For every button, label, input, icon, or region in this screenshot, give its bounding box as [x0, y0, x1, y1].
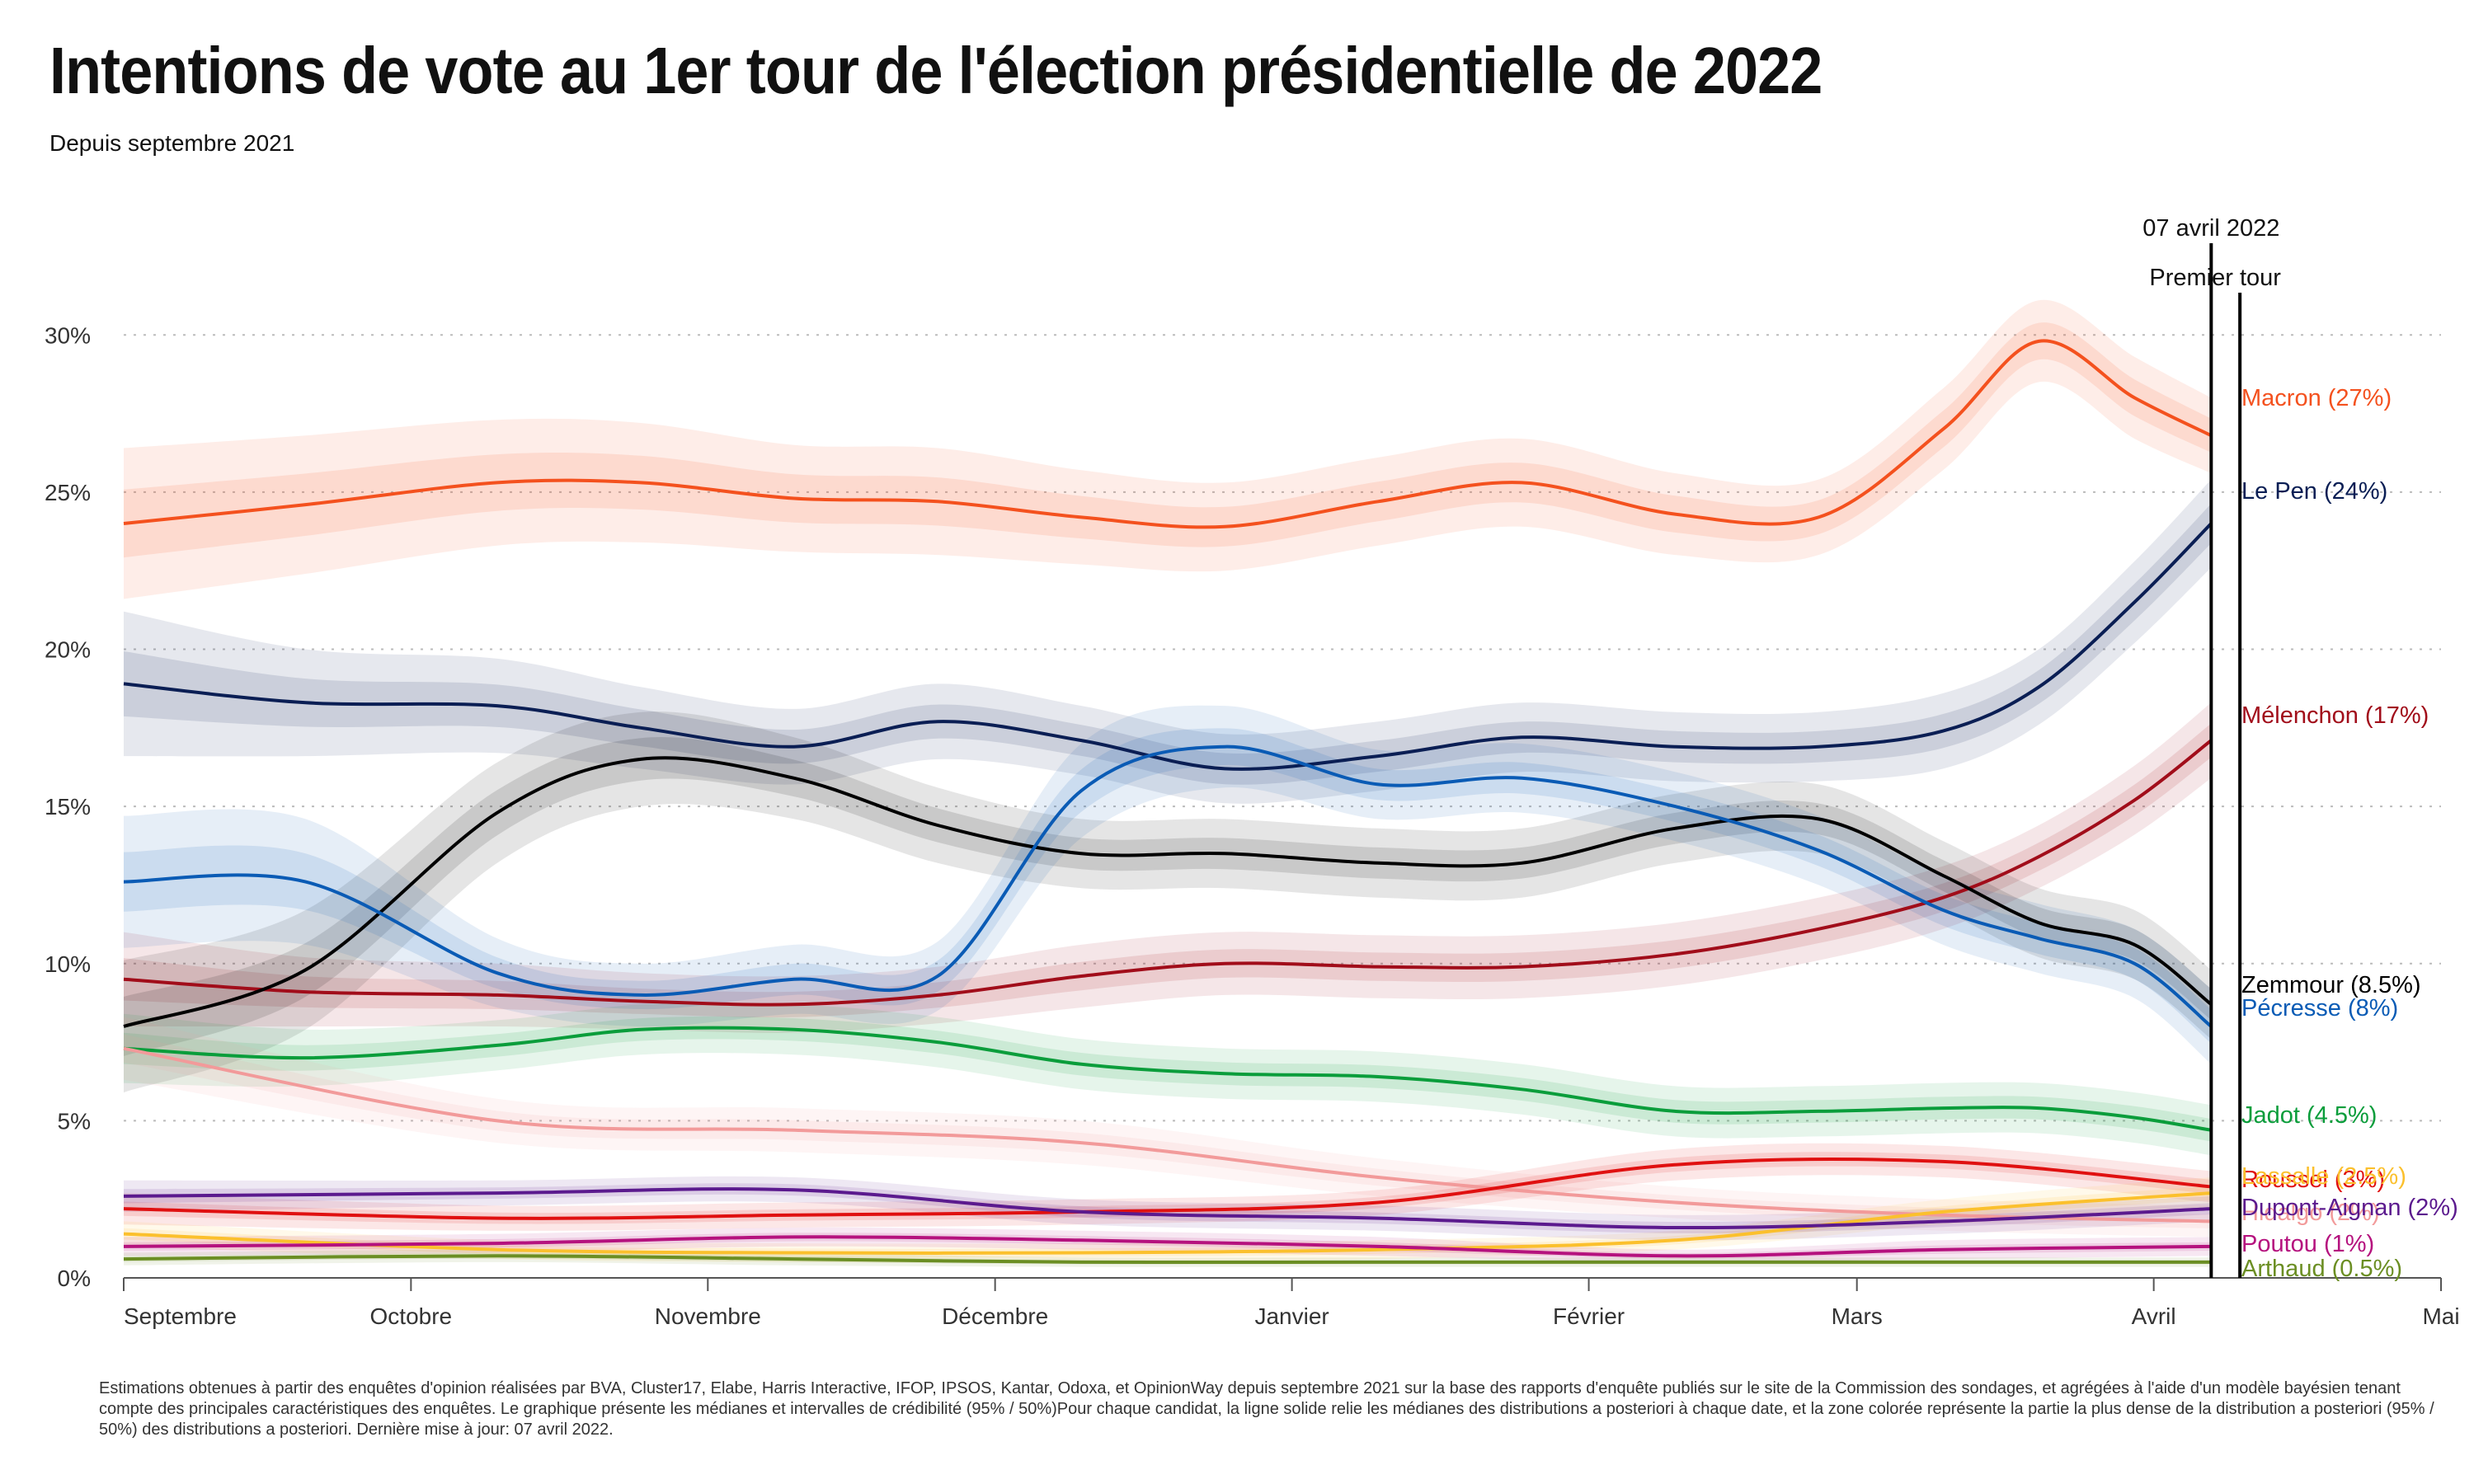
- series-label: Macron (27%): [2241, 385, 2392, 411]
- median-line: [123, 522, 2213, 771]
- y-tick-label: 25%: [45, 480, 91, 505]
- y-tick-label: 15%: [45, 794, 91, 819]
- series-label: Jadot (4.5%): [2241, 1102, 2377, 1129]
- band-50: [124, 723, 2212, 1018]
- y-axis-ticks: 0% 5% 10% 15% 20% 25% 30%: [45, 322, 91, 1291]
- median-line: [123, 339, 2213, 529]
- band-95: [124, 1177, 2212, 1263]
- x-tick-label: Février: [1553, 1303, 1625, 1329]
- series-label: Roussel (3%): [2241, 1167, 2385, 1193]
- x-tick-label: Décembre: [942, 1303, 1048, 1329]
- series-label: Poutou (1%): [2241, 1231, 2374, 1257]
- y-tick-label: 5%: [58, 1108, 91, 1134]
- band-95: [124, 711, 2212, 1093]
- median-line: [123, 1187, 2212, 1230]
- median-line: [123, 756, 2213, 1028]
- series-label: Dupont-Aignan (2%): [2241, 1195, 2458, 1221]
- median-line: [123, 739, 2213, 1007]
- band-50: [124, 1152, 2212, 1224]
- band-50: [124, 1016, 2212, 1142]
- median-line: [123, 1157, 2212, 1220]
- series-label: Pécresse (8%): [2241, 995, 2398, 1021]
- chart-subtitle: Depuis septembre 2021: [49, 130, 295, 156]
- median-line: [123, 1026, 2212, 1132]
- first-round-label: Premier tour: [2149, 265, 2281, 291]
- band-95: [124, 1017, 2212, 1237]
- x-tick-label: Octobre: [370, 1303, 453, 1329]
- methodology-note: Estimations obtenues à partir des enquêt…: [99, 1379, 2434, 1439]
- series-label: Lassalle (2.5%): [2241, 1163, 2406, 1190]
- band-95: [124, 1003, 2212, 1156]
- series-label: Arthaud (0.5%): [2241, 1256, 2402, 1282]
- band-50: [124, 504, 2212, 785]
- band-50: [124, 322, 2212, 558]
- x-tick-label: Septembre: [124, 1303, 237, 1329]
- median-line: [123, 1046, 2212, 1223]
- series-label: Zemmour (8.5%): [2241, 972, 2421, 998]
- y-tick-label: 10%: [45, 951, 91, 977]
- y-tick-label: 30%: [45, 322, 91, 348]
- x-tick-label: Mars: [1832, 1303, 1883, 1329]
- series-label: Mélenchon (17%): [2241, 702, 2429, 729]
- band-95: [124, 299, 2212, 599]
- band-95: [124, 702, 2212, 1033]
- x-tick-label: Novembre: [655, 1303, 761, 1329]
- series-labels: Macron (27%) Le Pen (24%) Mélenchon (17%) Z…: [2241, 385, 2458, 1282]
- band-50: [124, 1034, 2212, 1228]
- median-lines: [123, 339, 2213, 1265]
- x-tick-label: Mai: [2422, 1303, 2459, 1329]
- band-95: [124, 1227, 2212, 1262]
- band-50: [124, 736, 2212, 1056]
- band-95: [124, 705, 2212, 1064]
- y-tick-label: 20%: [45, 637, 91, 663]
- chart-title: Intentions de vote au 1er tour de l'élec…: [49, 34, 1823, 107]
- band-50: [124, 728, 2212, 1044]
- band-95: [124, 479, 2212, 804]
- event-markers: 07 avril 2022 Premier tour: [2142, 215, 2281, 1278]
- x-tick-label: Janvier: [1254, 1303, 1329, 1329]
- median-line: [123, 1235, 2212, 1258]
- y-tick-label: 0%: [58, 1266, 91, 1291]
- band-50: [124, 1183, 2212, 1233]
- x-axis: Septembre Octobre Novembre Décembre Janvier F…: [123, 1277, 2460, 1329]
- last-update-label: 07 avril 2022: [2142, 215, 2279, 242]
- series-label: Hidalgo (2%): [2241, 1200, 2380, 1226]
- band-95: [124, 1176, 2212, 1241]
- median-line: [123, 1191, 2212, 1255]
- median-line: [123, 1254, 2212, 1265]
- series-label: Le Pen (24%): [2241, 478, 2387, 505]
- median-line: [123, 744, 2213, 1028]
- x-tick-label: Avril: [2132, 1303, 2176, 1329]
- credibility-bands: [124, 299, 2212, 1267]
